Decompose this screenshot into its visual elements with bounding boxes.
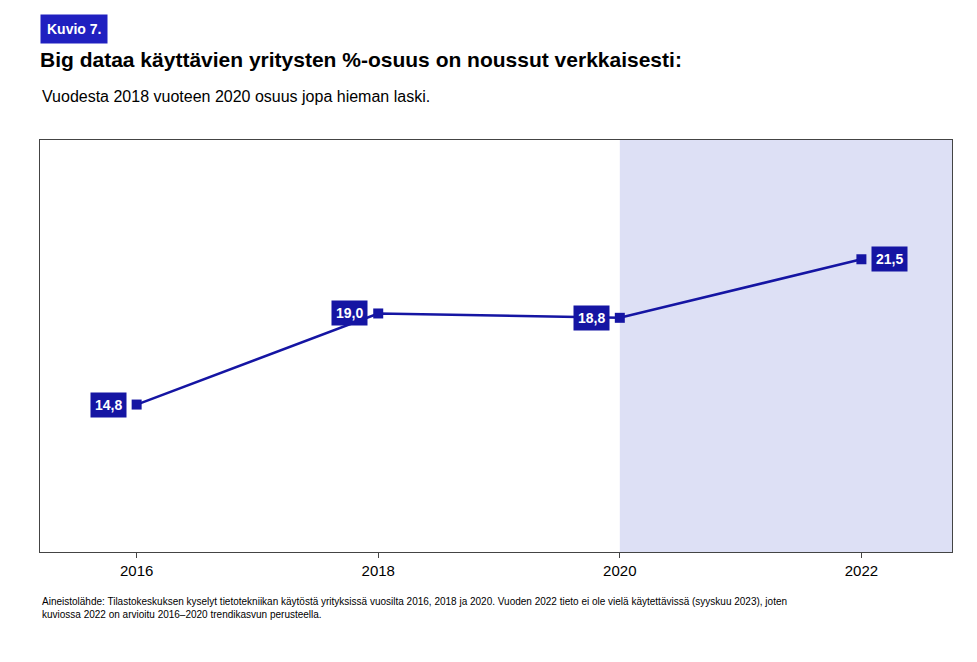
svg-text:Aineistolähde: Tilastokeskukse: Aineistolähde: Tilastokeskuksen kyselyt … bbox=[42, 596, 787, 620]
svg-text:Kuvio 7.: Kuvio 7. bbox=[47, 21, 101, 37]
svg-text:14,8: 14,8 bbox=[95, 397, 122, 413]
svg-text:2022: 2022 bbox=[845, 562, 878, 579]
svg-text:Vuodesta 2018 vuoteen 2020 osu: Vuodesta 2018 vuoteen 2020 osuus jopa hi… bbox=[42, 88, 430, 105]
svg-text:21,5: 21,5 bbox=[876, 251, 903, 267]
svg-text:2018: 2018 bbox=[362, 562, 395, 579]
svg-text:18,8: 18,8 bbox=[578, 310, 605, 326]
svg-text:19,0: 19,0 bbox=[336, 305, 363, 321]
svg-text:2020: 2020 bbox=[603, 562, 636, 579]
svg-text:2016: 2016 bbox=[120, 562, 153, 579]
svg-text:Big dataa käyttävien yritysten: Big dataa käyttävien yritysten %-osuus o… bbox=[40, 48, 682, 71]
